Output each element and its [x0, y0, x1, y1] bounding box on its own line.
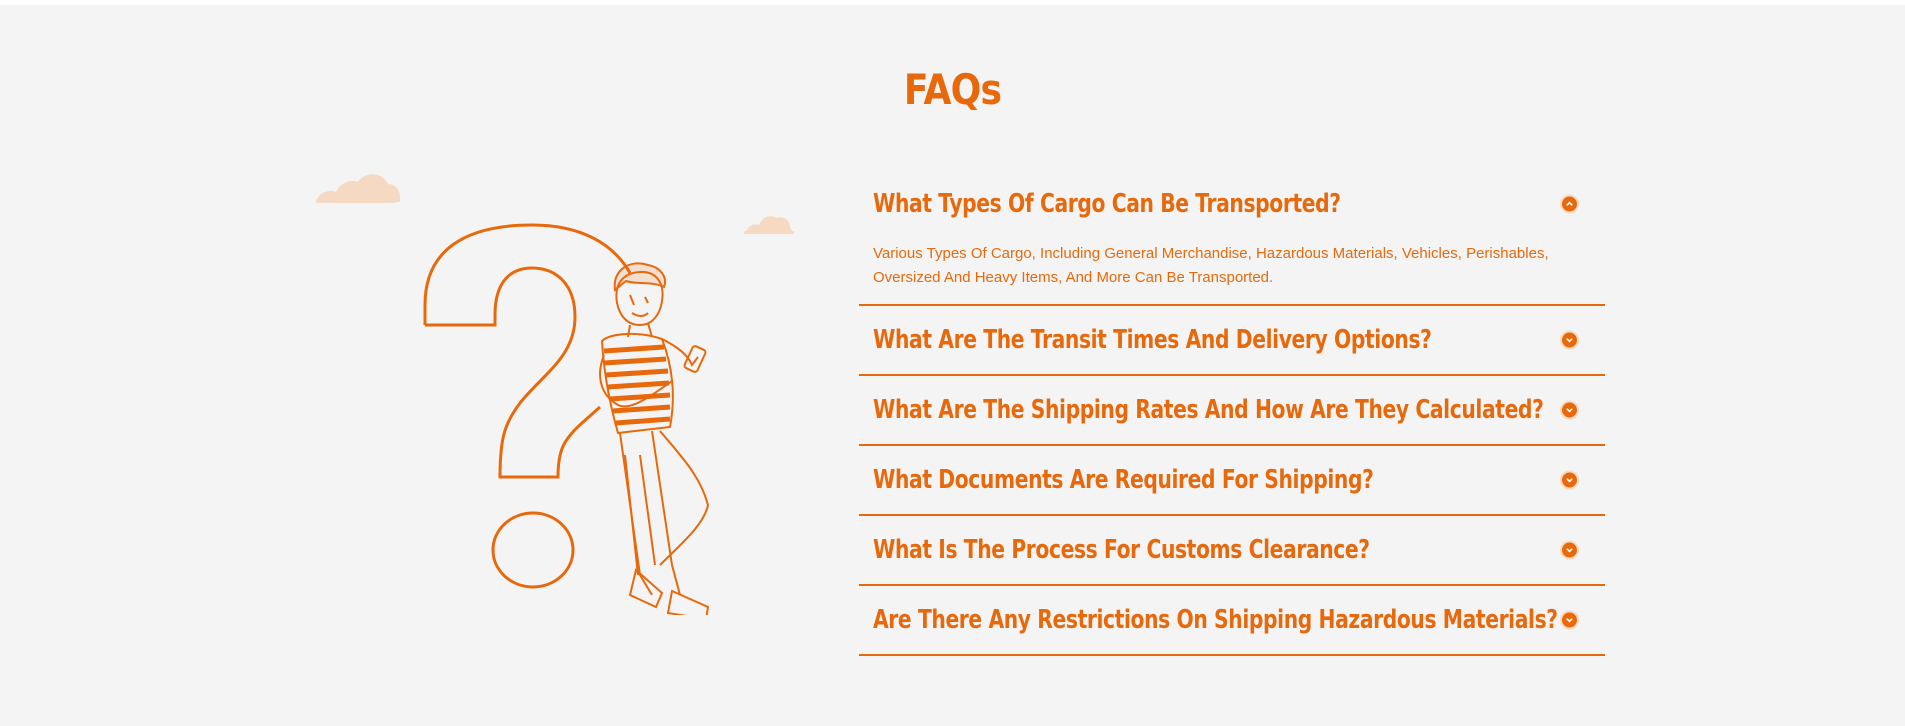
faq-item: What Are The Transit Times And Delivery … [859, 306, 1605, 376]
faq-question: What Are The Shipping Rates And How Are … [873, 395, 1544, 425]
faq-section: FAQs [0, 5, 1905, 726]
faq-question-toggle[interactable]: What Documents Are Required For Shipping… [859, 446, 1605, 514]
faq-item: What Is The Process For Customs Clearanc… [859, 516, 1605, 586]
faq-question-toggle[interactable]: What Are The Shipping Rates And How Are … [859, 376, 1605, 444]
faq-item: What Documents Are Required For Shipping… [859, 446, 1605, 516]
faq-question: What Documents Are Required For Shipping… [873, 465, 1374, 495]
chevron-down-icon[interactable] [1560, 400, 1579, 420]
faq-question-toggle[interactable]: What Types Of Cargo Can Be Transported? [859, 170, 1605, 238]
faq-item: What Types Of Cargo Can Be Transported? … [859, 170, 1605, 306]
faq-title: FAQs [903, 65, 1002, 114]
person-leaning-icon [599, 262, 710, 615]
chevron-down-icon[interactable] [1560, 540, 1579, 560]
faq-illustration [316, 174, 794, 615]
faq-item: Are There Any Restrictions On Shipping H… [859, 586, 1605, 656]
faq-question: What Types Of Cargo Can Be Transported? [873, 189, 1341, 219]
faq-item: What Are The Shipping Rates And How Are … [859, 376, 1605, 446]
chevron-down-icon[interactable] [1560, 610, 1579, 630]
faq-question: What Is The Process For Customs Clearanc… [873, 535, 1370, 565]
faq-answer: Various Types Of Cargo, Including Genera… [873, 245, 1549, 286]
chevron-up-icon[interactable] [1560, 194, 1579, 214]
faq-question-toggle[interactable]: What Is The Process For Customs Clearanc… [859, 516, 1605, 584]
chevron-down-icon[interactable] [1560, 470, 1579, 490]
cloud-icon [316, 174, 400, 203]
faq-accordion: What Types Of Cargo Can Be Transported? … [859, 170, 1605, 656]
faq-question: Are There Any Restrictions On Shipping H… [873, 605, 1558, 635]
question-mark-icon [423, 223, 632, 589]
faq-question-toggle[interactable]: Are There Any Restrictions On Shipping H… [859, 586, 1605, 654]
chevron-down-icon[interactable] [1560, 330, 1579, 350]
faq-question: What Are The Transit Times And Delivery … [873, 325, 1432, 355]
cloud-icon [744, 216, 794, 234]
faq-question-toggle[interactable]: What Are The Transit Times And Delivery … [859, 306, 1605, 374]
